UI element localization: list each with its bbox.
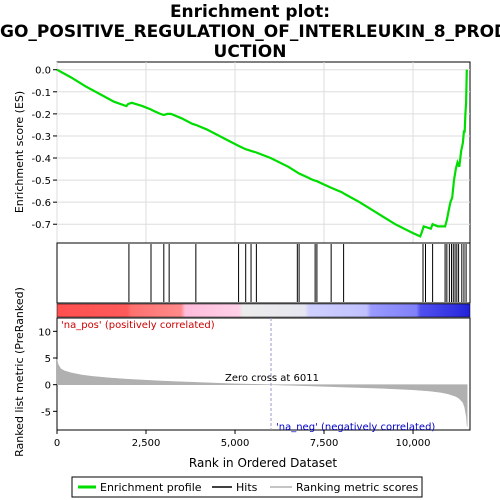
es-ytick-label: -0.1 [31, 88, 51, 99]
zero-cross-label: Zero cross at 6011 [225, 373, 319, 384]
metric-area [56, 359, 468, 427]
es-ytick-label: -0.3 [31, 132, 51, 143]
metric-panel [56, 317, 471, 431]
hits-panel [56, 242, 471, 304]
es-ytick-label: -0.5 [31, 176, 51, 187]
title-line-1: Enrichment plot: [169, 2, 331, 22]
x-axis-label: Rank in Ordered Dataset [189, 456, 337, 470]
legend-box [71, 476, 423, 498]
es-grid [56, 62, 470, 243]
x-tick-label: 5,000 [221, 438, 250, 449]
legend-label-hits: Hits [236, 481, 258, 494]
metric-layer [56, 318, 468, 430]
metric-ytick-label: 10 [38, 327, 51, 338]
metric-ylabel: Ranked list metric (PreRanked) [13, 287, 26, 457]
es-curve-layer [56, 68, 468, 238]
x-tick-label: 0 [54, 438, 60, 449]
metric-ytick-label: -5 [41, 407, 51, 418]
es-ytick-label: -0.7 [31, 220, 51, 231]
x-tick-label: 7,500 [310, 438, 339, 449]
es-ytick-label: 0.0 [35, 66, 51, 77]
es-curve-line [56, 68, 468, 238]
legend-label-profile: Enrichment profile [100, 481, 202, 494]
metric-ytick-label: 0 [45, 381, 51, 392]
pos-correlated-label: 'na_pos' (positively correlated) [61, 320, 215, 331]
title-line-3: UCTION [213, 42, 287, 62]
colorbar-rect [56, 303, 471, 318]
correlation-colorbar [56, 303, 471, 318]
es-ytick-label: -0.2 [31, 110, 51, 121]
neg-correlated-label: 'na_neg' (negatively correlated) [276, 422, 435, 433]
es-ylabel: Enrichment score (ES) [13, 91, 26, 213]
legend-label-metric: Ranking metric scores [296, 481, 418, 494]
es-panel [56, 61, 471, 244]
hits-layer [128, 244, 467, 302]
es-ytick-label: -0.6 [31, 198, 51, 209]
title-line-2: GO_POSITIVE_REGULATION_OF_INTERLEUKIN_8_… [0, 22, 500, 42]
axes-layer: 0.0 -0.1 -0.2 -0.3 -0.4 -0.5 -0.6 -0.7 10 5 0 -5 0 2,… [31, 66, 430, 449]
x-tick-label: 2,500 [132, 438, 161, 449]
legend: Enrichment profile Hits Ranking metric s… [71, 476, 423, 498]
es-ytick-label: -0.4 [31, 154, 51, 165]
chart-title: Enrichment plot: GO_POSITIVE_REGULATION_… [0, 2, 500, 62]
x-tick-label: 10,000 [396, 438, 431, 449]
metric-ytick-label: 5 [45, 354, 51, 365]
